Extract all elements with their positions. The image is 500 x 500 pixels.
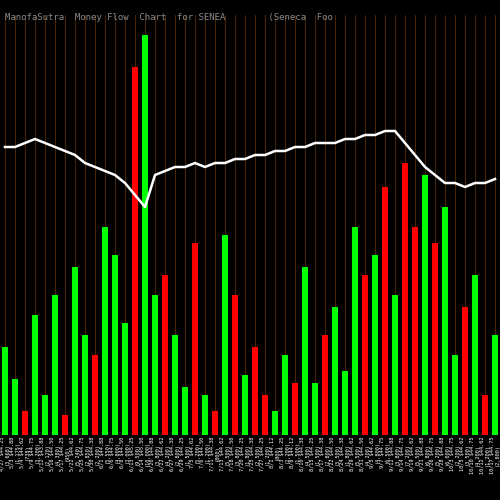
Bar [142,35,148,435]
Bar [132,67,138,435]
Bar [412,227,418,435]
Bar [372,255,378,435]
Bar [472,275,478,435]
Bar [492,335,498,435]
Bar [482,395,488,435]
Bar [112,255,118,435]
Bar [152,295,158,435]
Bar [212,411,218,435]
Bar [102,227,108,435]
Bar [392,295,398,435]
Bar [52,295,58,435]
Bar [192,243,198,435]
Bar [402,163,408,435]
Text: ManofaSutra  Money Flow  Chart  for SENEA        (Seneca  Foo                   : ManofaSutra Money Flow Chart for SENEA (… [5,12,500,22]
Bar [12,379,18,435]
Bar [322,335,328,435]
Bar [352,227,358,435]
Bar [302,267,308,435]
Bar [432,243,438,435]
Bar [42,395,48,435]
Bar [462,307,468,435]
Bar [282,355,288,435]
Bar [262,395,268,435]
Bar [172,335,178,435]
Bar [362,275,368,435]
Bar [312,383,318,435]
Bar [332,307,338,435]
Bar [232,295,238,435]
Bar [272,411,278,435]
Bar [382,187,388,435]
Bar [202,395,208,435]
Bar [442,207,448,435]
Bar [92,355,98,435]
Bar [22,411,28,435]
Bar [32,315,38,435]
Bar [2,347,8,435]
Bar [452,355,458,435]
Bar [252,347,258,435]
Bar [222,235,228,435]
Bar [62,415,68,435]
Bar [162,275,168,435]
Bar [422,175,428,435]
Bar [342,371,348,435]
Bar [182,387,188,435]
Bar [82,335,88,435]
Bar [292,383,298,435]
Bar [242,375,248,435]
Bar [122,323,128,435]
Bar [72,267,78,435]
